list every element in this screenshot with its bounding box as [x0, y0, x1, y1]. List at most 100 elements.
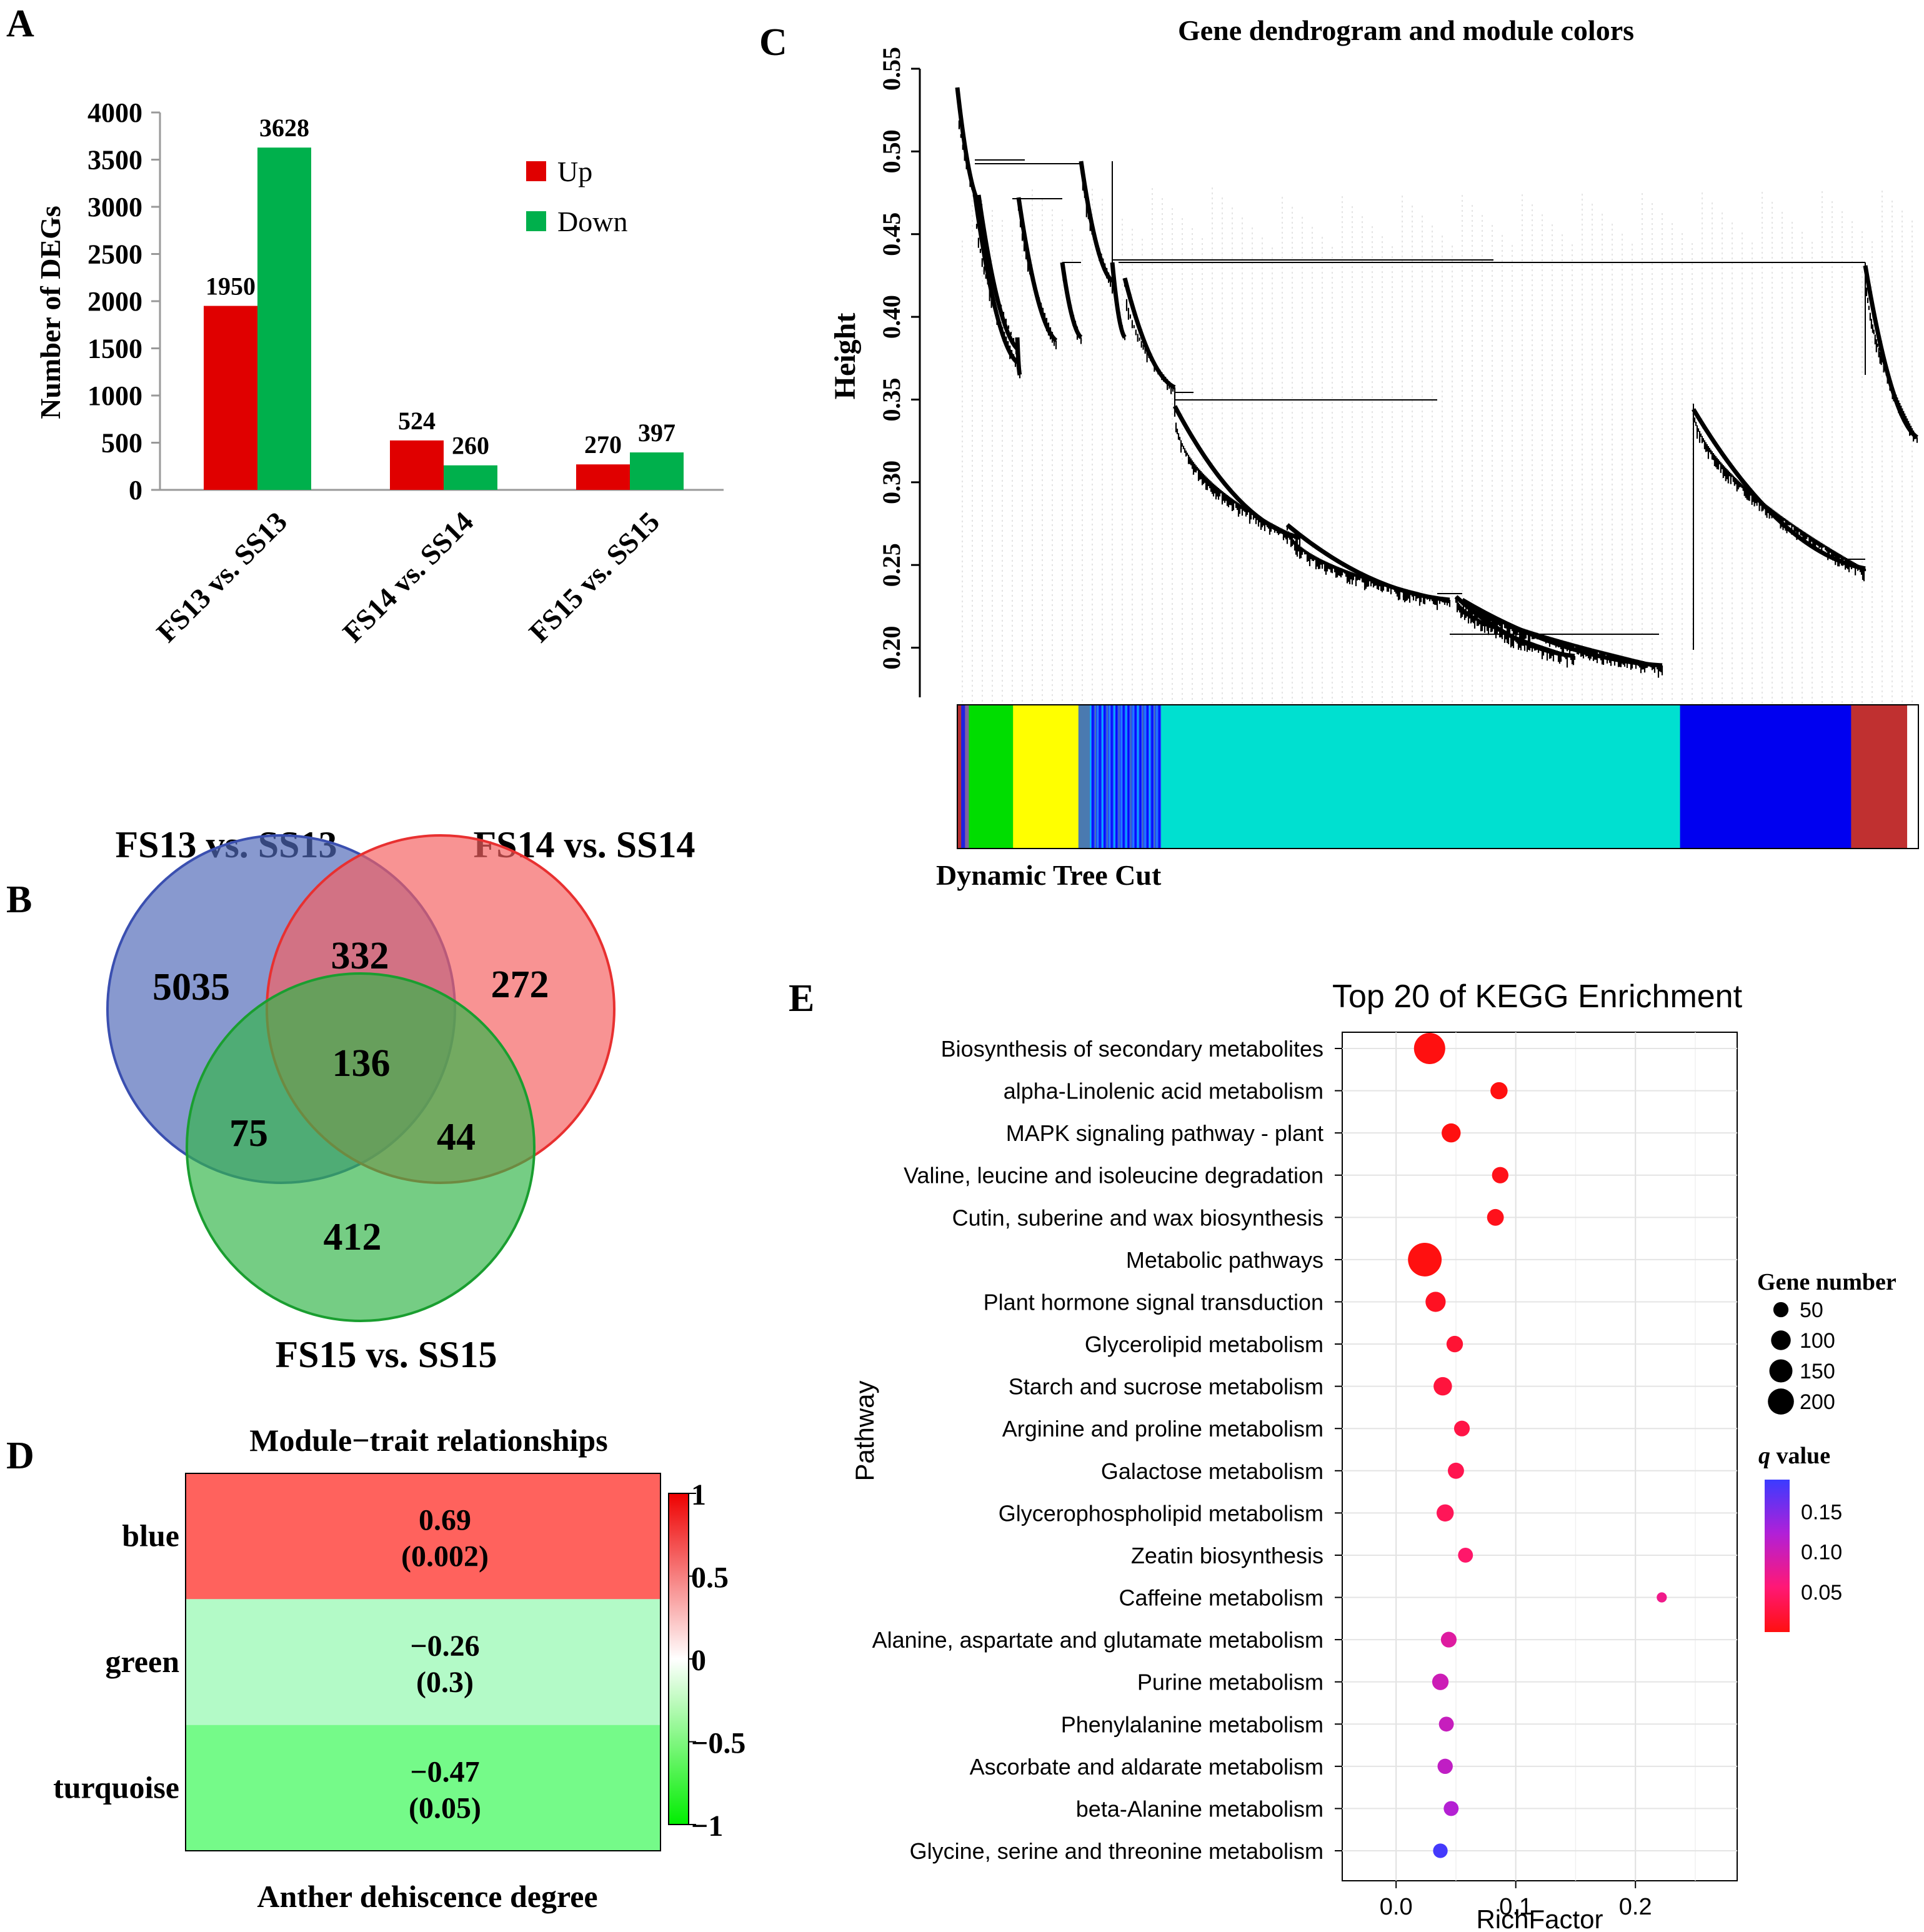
heatmap-cell-value: −0.26 — [410, 1630, 479, 1663]
size-legend-dot — [1771, 1330, 1791, 1350]
module-stripe — [1109, 705, 1110, 849]
module-stripe — [1144, 705, 1146, 849]
module-stripe — [1114, 705, 1115, 849]
panel-a-ytick-label: 1500 — [87, 334, 142, 364]
pathway-dot — [1453, 1420, 1470, 1437]
heatmap-cell-pvalue: (0.3) — [416, 1666, 474, 1699]
panel-label-e: E — [789, 977, 814, 1020]
pathway-label: Valine, leucine and isoleucine degradati… — [904, 1163, 1323, 1188]
heatmap-row-label: blue — [122, 1518, 179, 1553]
size-legend-label: 200 — [1800, 1390, 1835, 1414]
panel-c-title: Gene dendrogram and module colors — [1178, 14, 1634, 46]
panel-e-xtick-label: 0.1 — [1499, 1894, 1532, 1920]
pathway-dot — [1433, 1843, 1448, 1858]
panel-e-y-label: Pathway — [850, 1380, 879, 1481]
panel-c-ytick-label: 0.50 — [877, 129, 905, 173]
panel-e-kegg-dotplot: Top 20 of KEGG Enrichment Biosynthesis o… — [850, 978, 1897, 1932]
color-legend-title: q value — [1758, 1443, 1830, 1469]
bar-value-label: 3628 — [259, 114, 309, 142]
colorbar-tick-label: 0.5 — [691, 1561, 729, 1595]
pathway-label: Purine metabolism — [1137, 1670, 1323, 1695]
module-stripe — [1125, 705, 1127, 849]
pathway-label: Glycerophospholipid metabolism — [999, 1500, 1323, 1526]
panel-e-plot-area — [1342, 1032, 1738, 1881]
panel-c-ytick-label: 0.40 — [877, 295, 905, 339]
module-stripe — [1094, 705, 1096, 849]
module-stripe — [1120, 705, 1122, 849]
pathway-label: beta-Alanine metabolism — [1076, 1796, 1323, 1821]
module-segment-green — [969, 705, 1014, 849]
pathway-dot — [1490, 1082, 1508, 1100]
pathway-dot — [1442, 1123, 1461, 1143]
pathway-label: Metabolic pathways — [1126, 1247, 1323, 1273]
heatmap-cell-blue — [186, 1473, 660, 1600]
panel-a-ytick-label: 3500 — [87, 145, 142, 176]
dendrogram-branch — [1864, 266, 1918, 443]
colorbar-tick-label: 0 — [691, 1644, 706, 1677]
pathway-label: Zeatin biosynthesis — [1131, 1543, 1323, 1568]
pathway-label: Cutin, suberine and wax biosynthesis — [952, 1205, 1323, 1230]
dendrogram-branch-spine — [1110, 262, 1127, 339]
pathway-dot — [1458, 1548, 1473, 1563]
bar-up-3 — [576, 464, 630, 490]
module-stripe — [1159, 705, 1160, 849]
panel-a-ytick-label: 2500 — [87, 239, 142, 270]
panel-d-heatmap: Module−trait relationships blue 0.69(0.00… — [53, 1423, 745, 1914]
dendrogram-branch-spine — [972, 193, 1019, 364]
heatmap-frame — [185, 1473, 661, 1851]
module-segment-yellow — [1013, 705, 1079, 849]
module-segment-blue — [1680, 705, 1852, 849]
heatmap-cell-green — [186, 1599, 660, 1725]
pathway-label: Arginine and proline metabolism — [1002, 1416, 1323, 1442]
panel-d-title: Module−trait relationships — [249, 1423, 607, 1458]
module-stripe — [1137, 705, 1139, 849]
venn-only-fs14: 272 — [491, 964, 549, 1006]
legend-down-swatch — [526, 211, 546, 231]
module-stripe — [1102, 705, 1104, 849]
panel-b-venn: FS13 vs. SS13 FS14 vs. SS14 FS15 vs. SS1… — [106, 824, 695, 1375]
panel-c-ytick-label: 0.45 — [877, 212, 905, 256]
q-tick-label: 0.15 — [1801, 1500, 1842, 1524]
venn-circle-fs15 — [186, 972, 536, 1322]
dynamic-tree-cut-label: Dynamic Tree Cut — [936, 859, 1162, 891]
module-stripe — [1147, 705, 1149, 849]
module-stripe — [1099, 705, 1101, 849]
panel-a-y-axis-label: Number of DEGs — [34, 206, 66, 419]
panel-e-xtick-label: 0.2 — [1619, 1894, 1652, 1920]
module-segment-brown — [1851, 705, 1908, 849]
module-color-bar — [957, 705, 1908, 849]
dendrogram-leaf-guides — [962, 187, 1913, 704]
colorbar-tick-label: −1 — [691, 1810, 723, 1843]
bar-up-2 — [390, 440, 444, 490]
panel-c-ytick-label: 0.25 — [877, 543, 905, 587]
pathway-label: Ascorbate and aldarate metabolism — [970, 1754, 1323, 1780]
venn-fs14-fs15: 44 — [437, 1116, 476, 1158]
module-stripe — [1104, 705, 1105, 849]
panel-a-ytick-label: 0 — [129, 475, 142, 505]
dendrogram-tree — [955, 87, 1919, 704]
module-stripe — [1154, 705, 1155, 849]
legend-up-label: Up — [557, 156, 592, 187]
venn-fs13-fs14: 332 — [331, 935, 389, 977]
size-legend-label: 100 — [1800, 1329, 1835, 1353]
bar-up-1 — [204, 306, 257, 490]
pathway-label: Starch and sucrose metabolism — [1009, 1374, 1323, 1400]
panel-a-ytick-label: 3000 — [87, 192, 142, 222]
module-stripe — [1115, 705, 1117, 849]
module-stripe — [1142, 705, 1144, 849]
dendrogram-branch — [1692, 409, 1867, 582]
dendrogram-branch-spine — [1691, 408, 1866, 571]
pathway-label: Plant hormone signal transduction — [984, 1289, 1323, 1315]
heatmap-cell-pvalue: (0.002) — [401, 1540, 489, 1573]
module-segment-mixed — [965, 705, 969, 849]
dendrogram-branch-spine — [1172, 405, 1300, 540]
venn-fs13-fs15: 75 — [229, 1112, 268, 1155]
panel-c-dendrogram: Gene dendrogram and module colors 0.20 0.… — [829, 14, 1919, 891]
heatmap-row-label: turquoise — [53, 1770, 179, 1805]
panel-a-category-label: FS13 vs. SS13 — [150, 505, 293, 649]
pathway-dot — [1487, 1208, 1504, 1226]
pathway-label: Biosynthesis of secondary metabolites — [941, 1036, 1323, 1062]
bar-value-label: 1950 — [206, 272, 256, 301]
pathway-dot — [1432, 1673, 1449, 1690]
